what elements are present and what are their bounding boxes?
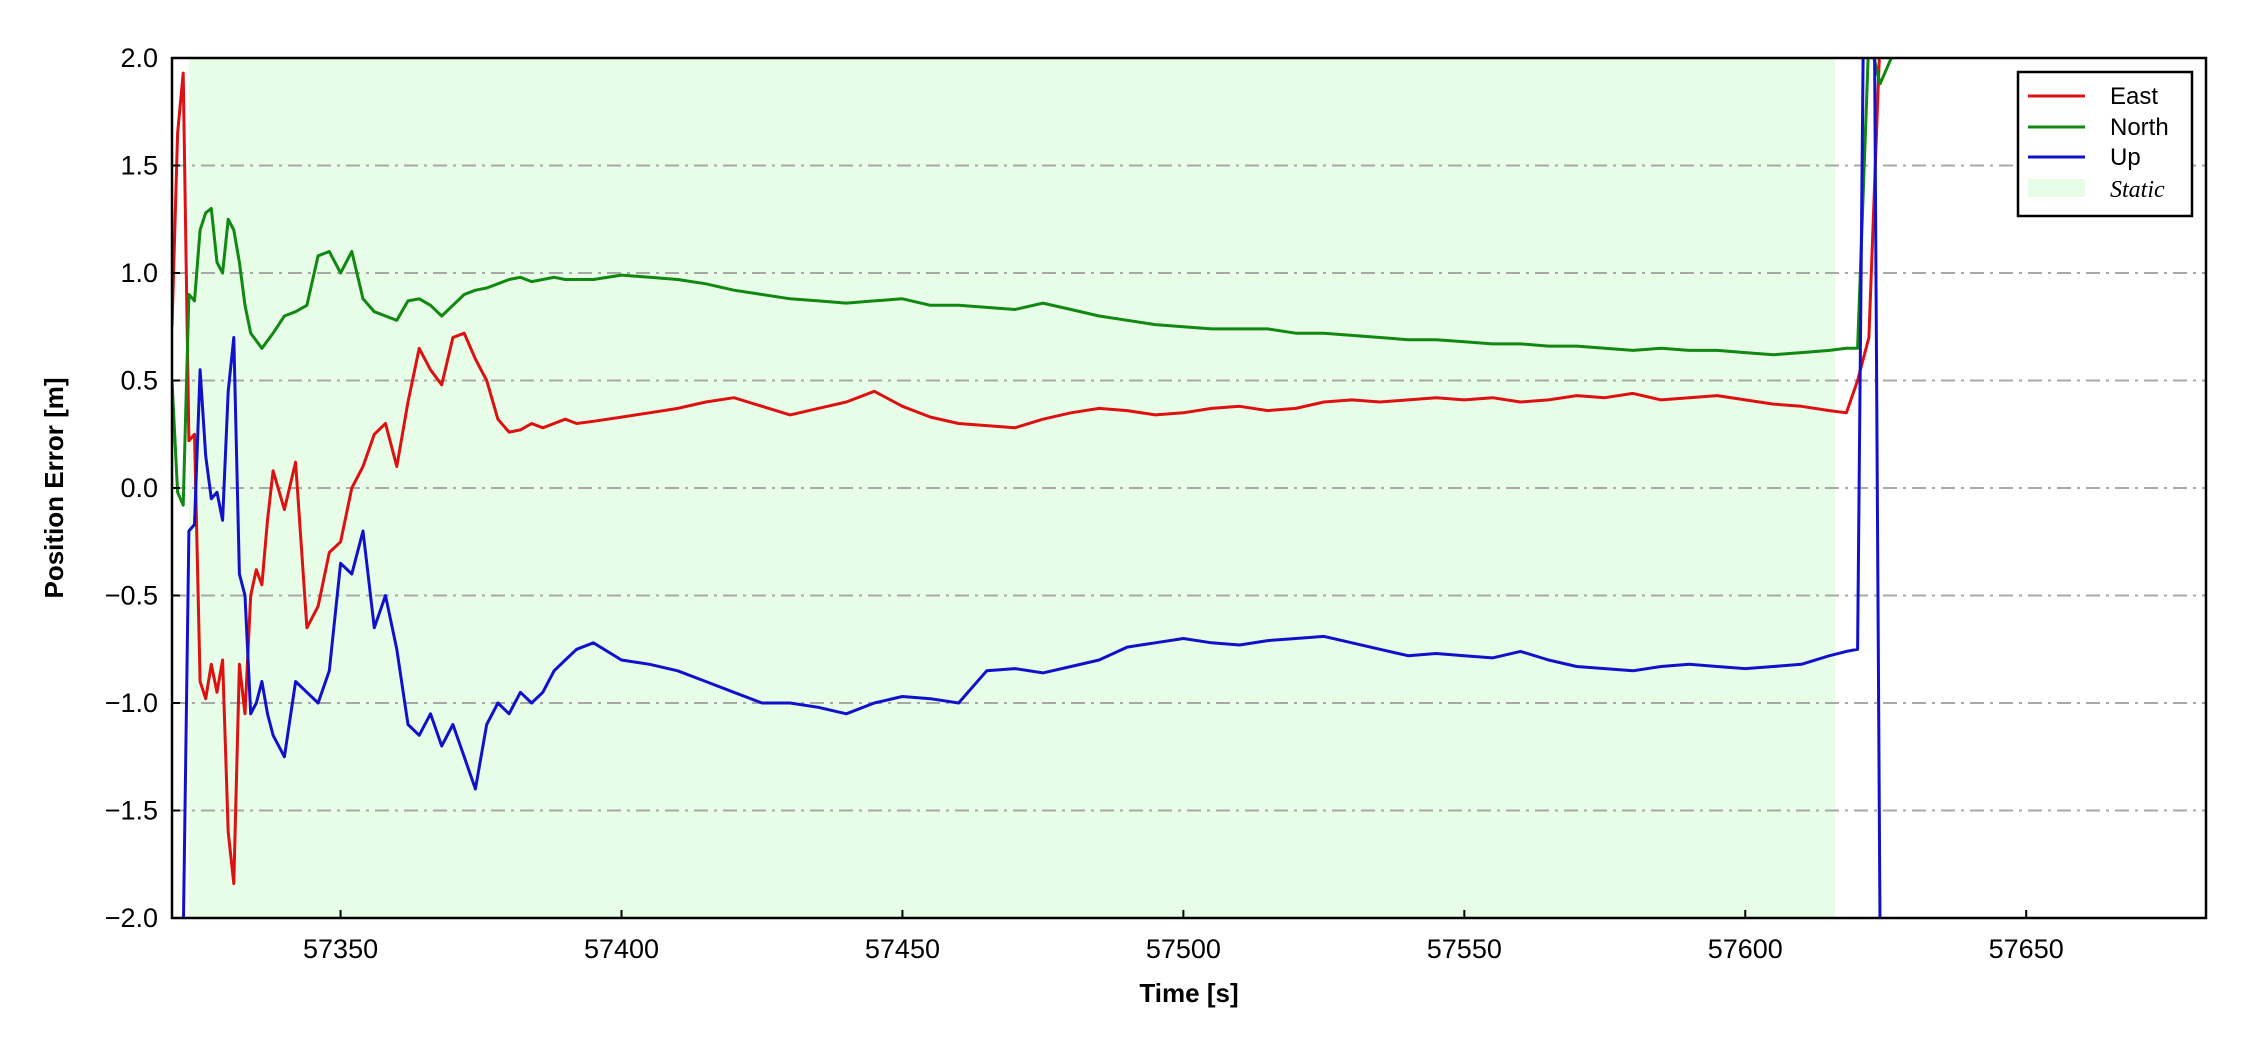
x-axis-title: Time [s]: [1139, 978, 1238, 1008]
series-line-north: [172, 58, 1893, 507]
x-tick-label: 57550: [1427, 934, 1502, 964]
grid-lines: [172, 164, 2206, 812]
x-tick-label: 57600: [1708, 934, 1783, 964]
legend-label-north: North: [2110, 114, 2169, 141]
series-lines: [172, 58, 1893, 918]
legend: East North Up Static: [2016, 70, 2194, 218]
x-tick-label: 57350: [303, 934, 378, 964]
y-axis-title: Position Error [m]: [39, 377, 69, 598]
y-tick-label: 0.5: [120, 366, 158, 396]
x-tick-label: 57500: [1146, 934, 1221, 964]
axis-ticks: 57350 57400 57450 57500 57550 57600 57650 −2.0 −…: [105, 43, 2064, 964]
legend-label-up: Up: [2110, 144, 2141, 171]
y-tick-label: 0.0: [120, 473, 158, 503]
series-line-up: [181, 58, 1882, 918]
legend-label-static: Static: [2110, 177, 2165, 203]
y-tick-label: −0.5: [105, 581, 158, 611]
x-tick-label: 57650: [1989, 934, 2064, 964]
y-tick-label: −2.0: [105, 903, 158, 933]
legend-swatch-static: [2028, 179, 2085, 197]
x-tick-label: 57450: [865, 934, 940, 964]
x-tick-label: 57400: [584, 934, 659, 964]
y-tick-label: 1.0: [120, 258, 158, 288]
y-tick-label: 1.5: [120, 151, 158, 181]
legend-label-east: East: [2110, 83, 2158, 110]
y-tick-label: −1.5: [105, 796, 158, 826]
y-tick-label: 2.0: [120, 43, 158, 73]
series-line-east: [172, 58, 1881, 886]
y-tick-label: −1.0: [105, 688, 158, 718]
